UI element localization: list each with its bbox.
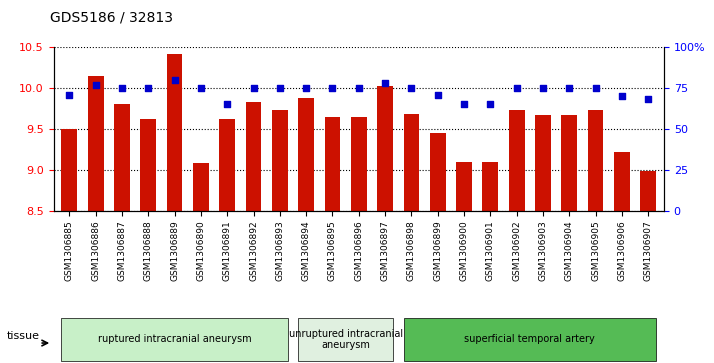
Bar [483,162,498,211]
Point [116,85,128,91]
Bar [561,115,577,211]
Bar [456,162,472,211]
Text: unruptured intracranial
aneurysm: unruptured intracranial aneurysm [288,329,403,350]
Bar [377,86,393,211]
Point [143,85,154,91]
Bar [219,119,235,211]
Point [248,85,259,91]
Point [643,97,654,102]
Point [169,77,181,83]
Point [301,85,312,91]
Bar [88,76,104,211]
Bar [325,117,341,211]
Bar [614,152,630,211]
Text: GDS5186 / 32813: GDS5186 / 32813 [50,11,173,25]
Point [353,85,365,91]
Point [406,85,417,91]
Bar [166,54,183,211]
Bar [114,104,130,211]
Bar [403,114,419,211]
Bar [588,110,603,211]
Text: ruptured intracranial aneurysm: ruptured intracranial aneurysm [98,334,251,344]
Bar [141,119,156,211]
Point [221,101,233,107]
Point [485,101,496,107]
Point [90,82,101,87]
Point [195,85,206,91]
Point [327,85,338,91]
Point [274,85,286,91]
Bar [640,171,656,211]
Text: tissue: tissue [7,331,40,341]
Bar [272,110,288,211]
Point [64,91,75,97]
Point [537,85,548,91]
Point [458,101,470,107]
Point [511,85,523,91]
Point [590,85,601,91]
Bar [298,98,314,211]
Point [616,93,628,99]
Bar [430,133,446,211]
Bar [246,102,261,211]
Point [432,91,443,97]
Point [379,80,391,86]
Point [563,85,575,91]
Bar [351,117,367,211]
Bar [193,163,208,211]
Bar [535,115,551,211]
Bar [509,110,525,211]
Text: superficial temporal artery: superficial temporal artery [464,334,595,344]
Bar [61,129,77,211]
